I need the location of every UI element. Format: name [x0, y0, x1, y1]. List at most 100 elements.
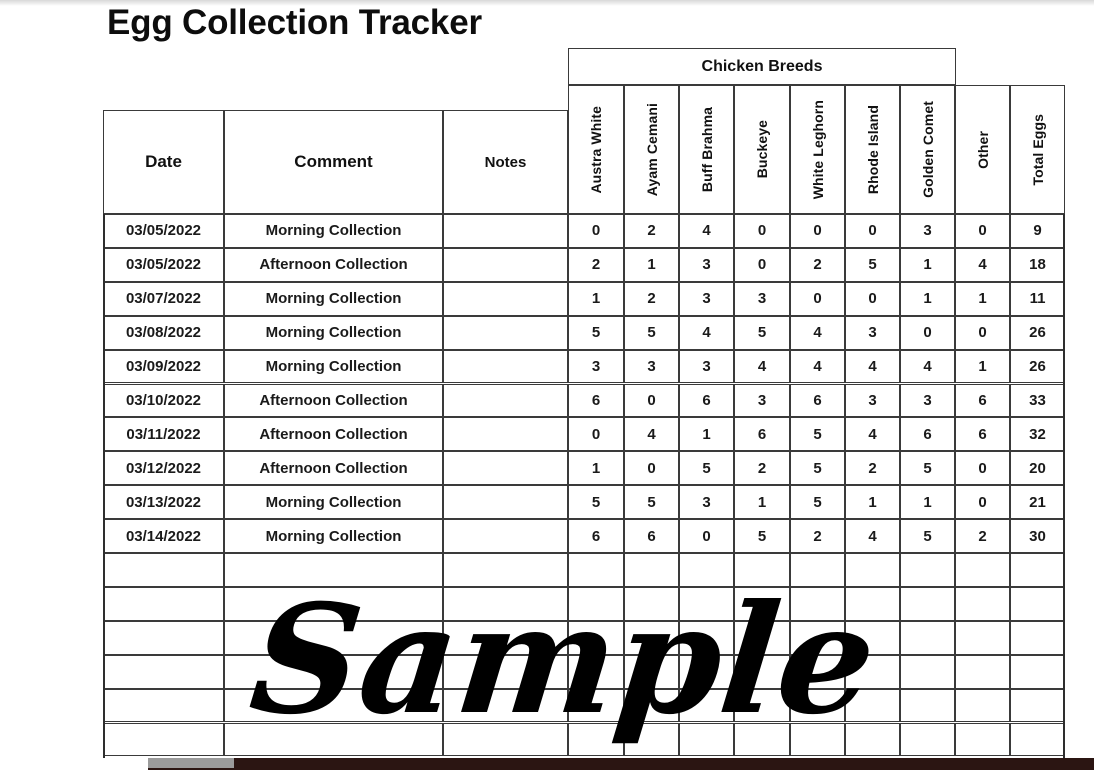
- table-cell[interactable]: [224, 620, 443, 655]
- table-cell[interactable]: Afternoon Collection: [224, 451, 443, 486]
- table-cell[interactable]: [790, 688, 845, 723]
- table-cell[interactable]: Morning Collection: [224, 315, 443, 350]
- table-cell[interactable]: 1: [955, 349, 1010, 384]
- table-cell[interactable]: 3: [624, 349, 679, 384]
- table-cell[interactable]: 1: [734, 485, 790, 520]
- table-cell[interactable]: [224, 722, 443, 757]
- table-cell[interactable]: [443, 383, 568, 418]
- table-cell[interactable]: [443, 315, 568, 350]
- table-cell[interactable]: 4: [624, 417, 679, 452]
- table-cell[interactable]: 32: [1010, 417, 1065, 452]
- table-cell[interactable]: Morning Collection: [224, 519, 443, 553]
- table-cell[interactable]: 5: [790, 451, 845, 486]
- table-cell[interactable]: [568, 586, 624, 621]
- table-cell[interactable]: [900, 620, 955, 655]
- table-cell[interactable]: 0: [624, 383, 679, 418]
- table-cell[interactable]: [568, 688, 624, 723]
- table-cell[interactable]: Afternoon Collection: [224, 417, 443, 452]
- table-cell[interactable]: 03/05/2022: [103, 214, 224, 248]
- table-cell[interactable]: 6: [679, 383, 734, 418]
- table-cell[interactable]: [734, 586, 790, 621]
- table-cell[interactable]: Afternoon Collection: [224, 247, 443, 282]
- table-cell[interactable]: [1010, 688, 1065, 723]
- table-cell[interactable]: [1010, 654, 1065, 689]
- table-cell[interactable]: 4: [845, 349, 900, 384]
- table-cell[interactable]: [103, 722, 224, 757]
- table-cell[interactable]: [1010, 620, 1065, 655]
- table-cell[interactable]: [1010, 722, 1065, 757]
- table-cell[interactable]: [679, 688, 734, 723]
- table-cell[interactable]: 5: [679, 451, 734, 486]
- table-cell[interactable]: [679, 553, 734, 587]
- table-cell[interactable]: Morning Collection: [224, 349, 443, 384]
- table-cell[interactable]: 3: [845, 383, 900, 418]
- table-cell[interactable]: [443, 349, 568, 384]
- table-cell[interactable]: [900, 553, 955, 587]
- table-cell[interactable]: 4: [734, 349, 790, 384]
- table-cell[interactable]: [103, 688, 224, 723]
- table-cell[interactable]: 9: [1010, 214, 1065, 248]
- table-cell[interactable]: 4: [790, 315, 845, 350]
- table-cell[interactable]: 1: [900, 485, 955, 520]
- table-cell[interactable]: [1010, 586, 1065, 621]
- table-cell[interactable]: 3: [900, 383, 955, 418]
- table-cell[interactable]: 0: [900, 315, 955, 350]
- table-cell[interactable]: 1: [624, 247, 679, 282]
- table-cell[interactable]: [845, 722, 900, 757]
- table-cell[interactable]: 26: [1010, 349, 1065, 384]
- table-cell[interactable]: 3: [734, 281, 790, 316]
- table-cell[interactable]: 1: [900, 247, 955, 282]
- table-cell[interactable]: [443, 417, 568, 452]
- table-cell[interactable]: 3: [568, 349, 624, 384]
- table-cell[interactable]: 1: [679, 417, 734, 452]
- table-cell[interactable]: [568, 722, 624, 757]
- table-cell[interactable]: 5: [900, 519, 955, 553]
- table-cell[interactable]: 03/08/2022: [103, 315, 224, 350]
- table-cell[interactable]: 3: [900, 214, 955, 248]
- table-cell[interactable]: [624, 620, 679, 655]
- table-cell[interactable]: [900, 586, 955, 621]
- table-cell[interactable]: 0: [955, 315, 1010, 350]
- table-cell[interactable]: [734, 654, 790, 689]
- table-cell[interactable]: [955, 553, 1010, 587]
- table-cell[interactable]: [568, 553, 624, 587]
- table-cell[interactable]: 5: [845, 247, 900, 282]
- table-cell[interactable]: 2: [624, 214, 679, 248]
- table-cell[interactable]: 0: [955, 485, 1010, 520]
- table-cell[interactable]: Morning Collection: [224, 485, 443, 520]
- table-cell[interactable]: [955, 722, 1010, 757]
- table-cell[interactable]: [624, 722, 679, 757]
- table-cell[interactable]: 4: [845, 519, 900, 553]
- table-cell[interactable]: [443, 722, 568, 757]
- table-cell[interactable]: 2: [955, 519, 1010, 553]
- table-cell[interactable]: 3: [734, 383, 790, 418]
- table-cell[interactable]: 6: [568, 383, 624, 418]
- table-cell[interactable]: [790, 586, 845, 621]
- table-cell[interactable]: [443, 553, 568, 587]
- table-cell[interactable]: 1: [900, 281, 955, 316]
- table-cell[interactable]: [443, 654, 568, 689]
- table-cell[interactable]: 5: [790, 485, 845, 520]
- table-cell[interactable]: [1010, 553, 1065, 587]
- table-cell[interactable]: 6: [790, 383, 845, 418]
- table-cell[interactable]: 03/10/2022: [103, 383, 224, 418]
- table-cell[interactable]: [224, 654, 443, 689]
- table-cell[interactable]: 0: [790, 281, 845, 316]
- table-cell[interactable]: [624, 654, 679, 689]
- table-cell[interactable]: 4: [955, 247, 1010, 282]
- table-cell[interactable]: [224, 688, 443, 723]
- table-cell[interactable]: 6: [624, 519, 679, 553]
- table-cell[interactable]: 03/13/2022: [103, 485, 224, 520]
- table-cell[interactable]: 6: [900, 417, 955, 452]
- table-cell[interactable]: [845, 553, 900, 587]
- table-cell[interactable]: 3: [679, 485, 734, 520]
- table-cell[interactable]: Afternoon Collection: [224, 383, 443, 418]
- table-cell[interactable]: 4: [900, 349, 955, 384]
- table-cell[interactable]: [845, 586, 900, 621]
- table-cell[interactable]: [443, 519, 568, 553]
- table-cell[interactable]: 2: [568, 247, 624, 282]
- table-cell[interactable]: [103, 586, 224, 621]
- table-cell[interactable]: Morning Collection: [224, 281, 443, 316]
- table-cell[interactable]: [790, 654, 845, 689]
- table-cell[interactable]: 3: [845, 315, 900, 350]
